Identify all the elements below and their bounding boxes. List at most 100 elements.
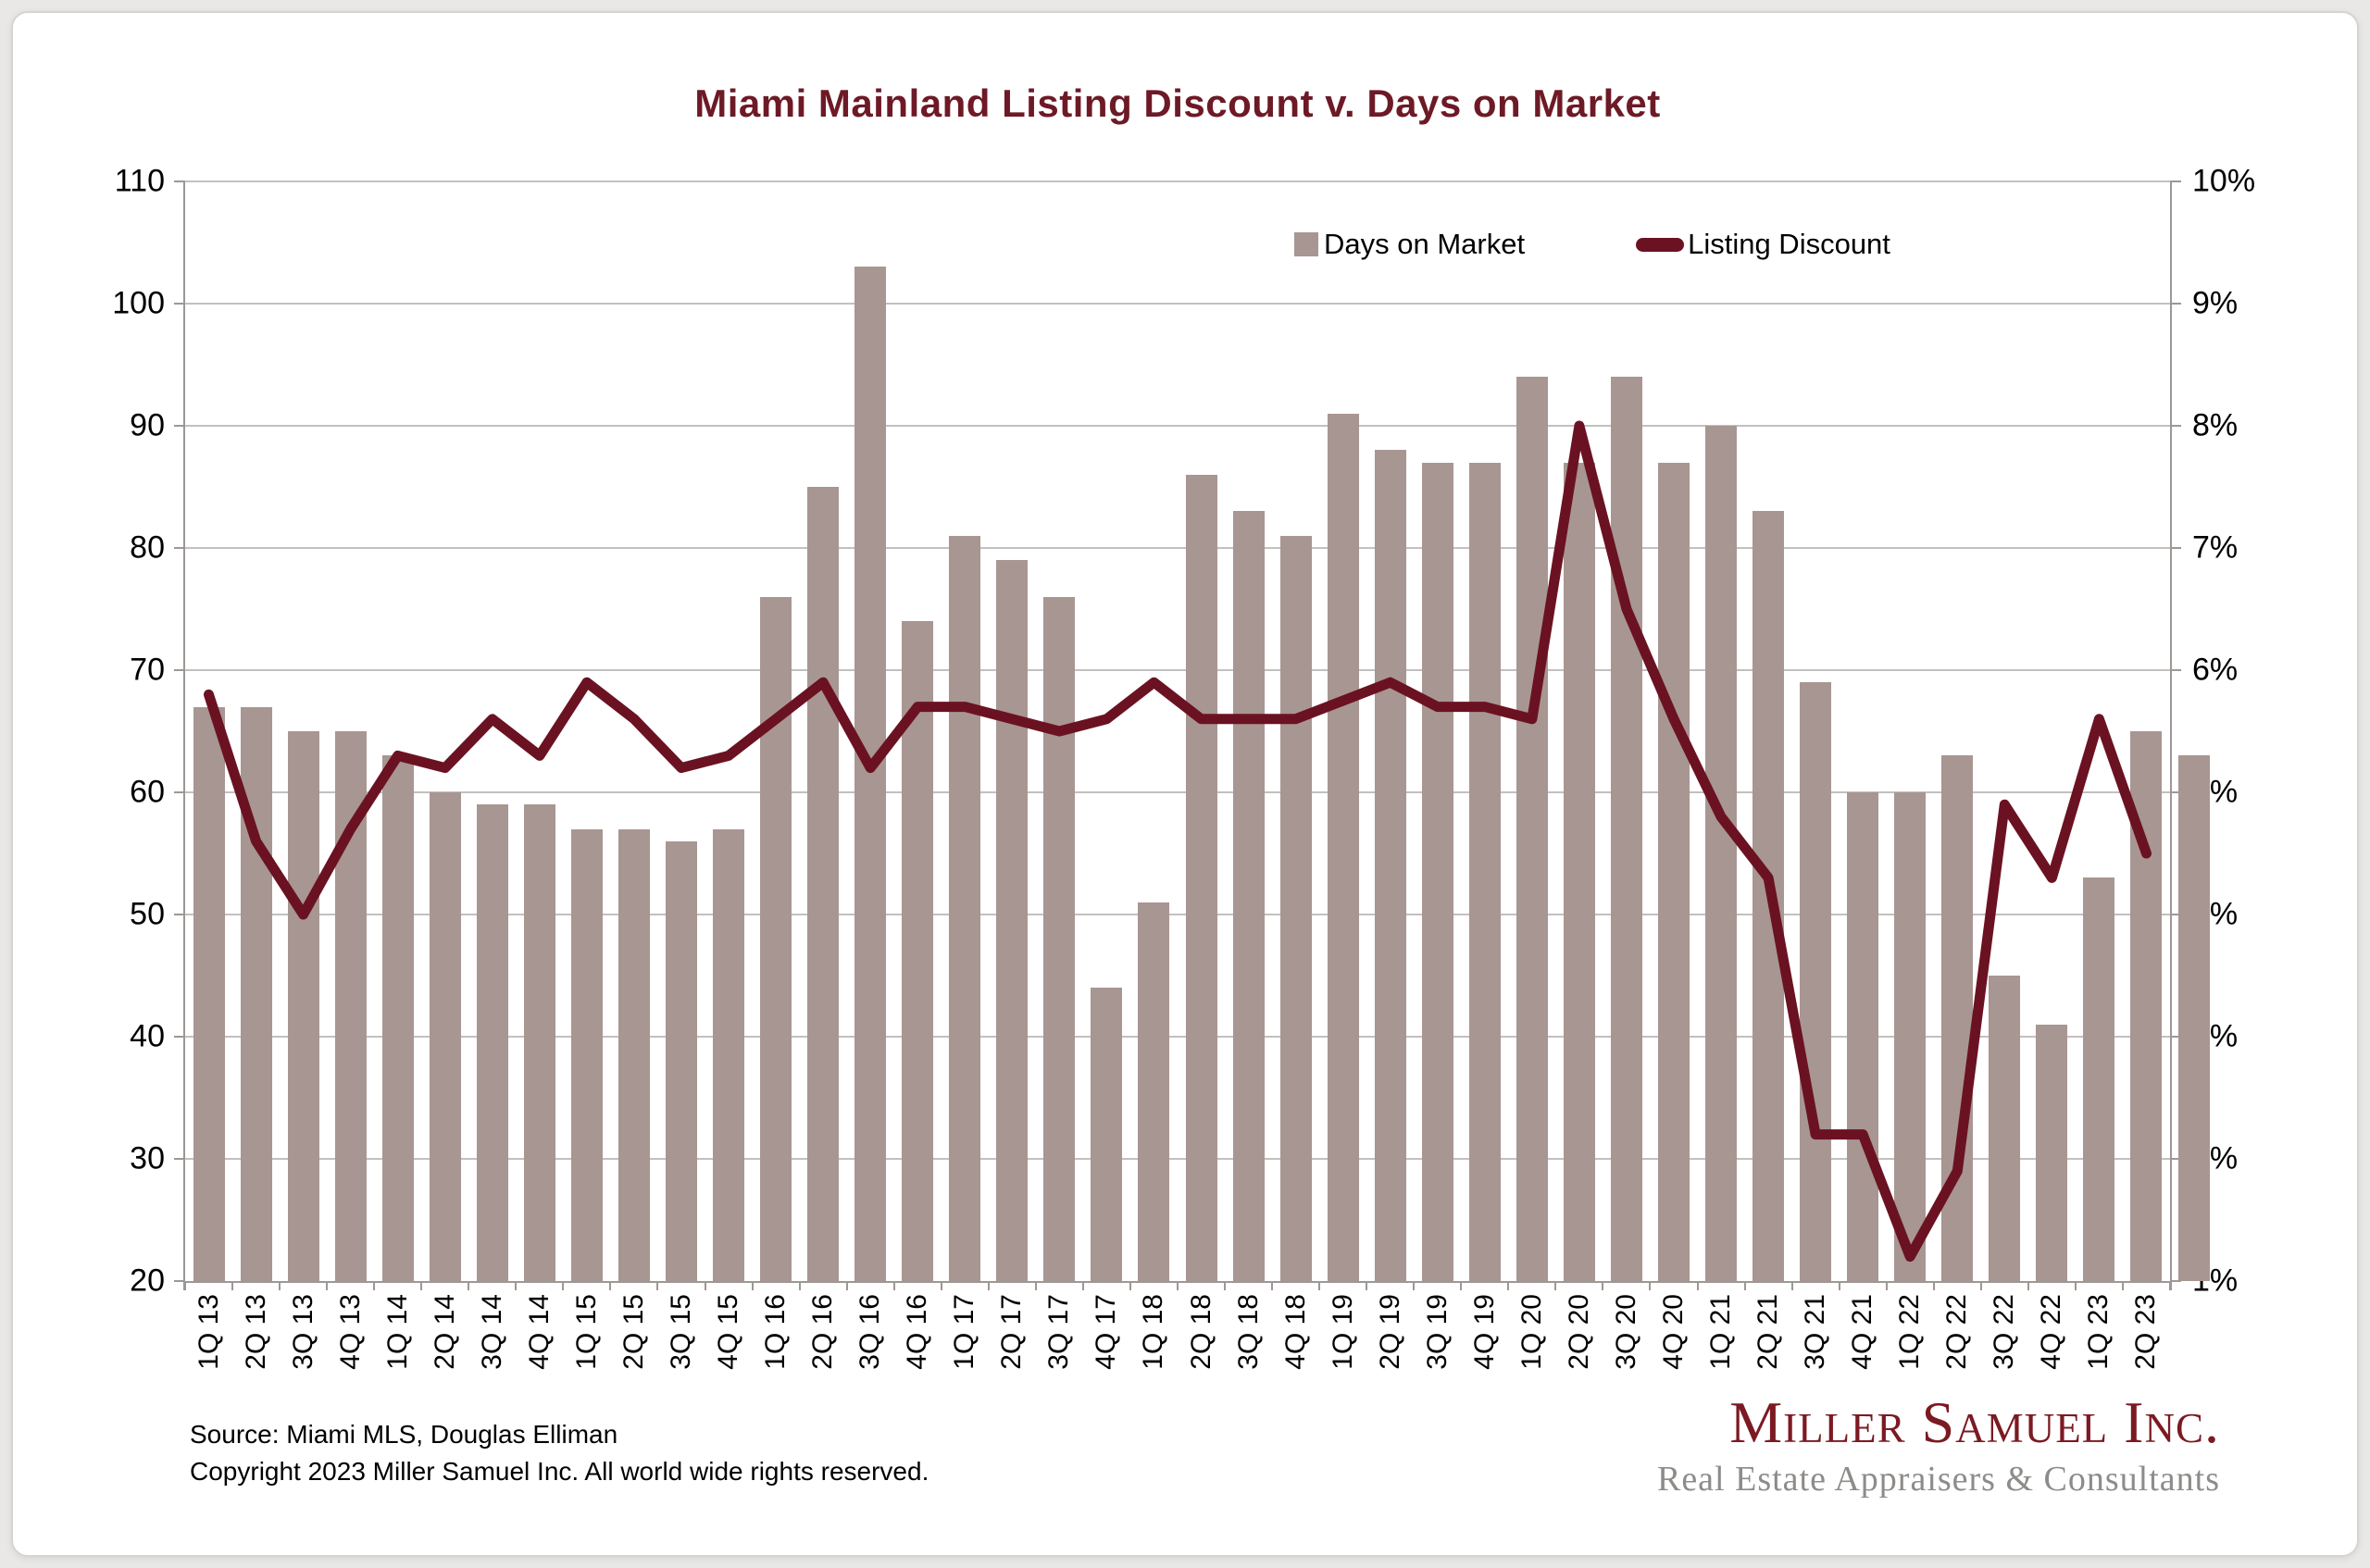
gridline (185, 1158, 2170, 1160)
y-axis-tick-left (174, 425, 185, 427)
x-axis-tick (1885, 1281, 1888, 1290)
bar-days-on-market (2036, 1024, 2068, 1281)
gridline (185, 669, 2170, 671)
y-axis-tick-left (174, 1036, 185, 1038)
bar-days-on-market (713, 828, 745, 1281)
bar-days-on-market (1989, 976, 2021, 1281)
x-axis-tick (1602, 1281, 1604, 1290)
bar-days-on-market (2177, 755, 2210, 1281)
y-axis-tick-left (174, 547, 185, 549)
x-axis-tick (1129, 1281, 1131, 1290)
bar-days-on-market (1516, 377, 1548, 1281)
y-axis-label-left: 80 (130, 529, 165, 566)
y-axis-tick-left (174, 914, 185, 915)
x-axis-tick (1413, 1281, 1416, 1290)
x-axis-tick (656, 1281, 659, 1290)
x-axis-tick (2121, 1281, 2124, 1290)
legend: Days on Market Listing Discount (1294, 228, 1890, 261)
bar-days-on-market (1327, 413, 1359, 1281)
x-axis-tick (373, 1281, 376, 1290)
y-axis-line-right (2170, 181, 2172, 1290)
x-axis-tick (1224, 1281, 1227, 1290)
bar-days-on-market (1610, 377, 1642, 1281)
y-axis-tick-left (174, 669, 185, 671)
x-axis-tick (1177, 1281, 1179, 1290)
x-axis-tick (987, 1281, 990, 1290)
x-axis-tick (1743, 1281, 1746, 1290)
x-axis-tick (798, 1281, 801, 1290)
bar-days-on-market (854, 267, 887, 1281)
bar-days-on-market (1705, 426, 1738, 1281)
legend-item-days-on-market: Days on Market (1294, 228, 1525, 261)
x-axis-tick (940, 1281, 942, 1290)
x-axis-tick (326, 1281, 329, 1290)
x-axis-tick (1460, 1281, 1463, 1290)
miller-samuel-logo: Miller Samuel Inc. Real Estate Appraiser… (1657, 1388, 2220, 1500)
x-axis-tick (2169, 1281, 2171, 1290)
y-axis-tick-right (2170, 791, 2181, 793)
x-axis-tick (609, 1281, 612, 1290)
y-axis-tick-right (2170, 425, 2181, 427)
bar-days-on-market (287, 731, 319, 1281)
bar-days-on-market (1421, 462, 1453, 1281)
y-axis-label-left: 60 (130, 774, 165, 810)
y-axis-line-left (183, 181, 185, 1290)
gridline (185, 425, 2170, 427)
bar-days-on-market (1658, 462, 1690, 1281)
x-axis-tick (420, 1281, 423, 1290)
x-axis-tick (845, 1281, 848, 1290)
bar-days-on-market (1894, 792, 1927, 1281)
gridline (185, 1036, 2170, 1038)
legend-label-listing-discount: Listing Discount (1688, 228, 1890, 260)
y-axis-label-left: 30 (130, 1140, 165, 1176)
bar-days-on-market (570, 828, 603, 1281)
legend-line-swatch-icon (1636, 237, 1685, 252)
copyright-text: Copyright 2023 Miller Samuel Inc. All wo… (190, 1457, 929, 1486)
x-axis-tick (1790, 1281, 1793, 1290)
y-axis-label-left: 110 (114, 163, 165, 199)
bar-days-on-market (1563, 462, 1595, 1281)
x-axis-tick (1696, 1281, 1699, 1290)
y-axis-tick-right (2170, 669, 2181, 671)
y-axis-label-left: 70 (130, 652, 165, 688)
bar-days-on-market (996, 560, 1029, 1281)
bar-days-on-market (381, 755, 414, 1281)
legend-label-days-on-market: Days on Market (1324, 228, 1526, 260)
logo-tagline: Real Estate Appraisers & Consultants (1656, 1460, 2220, 1499)
bar-days-on-market (1138, 902, 1170, 1281)
bar-days-on-market (1468, 462, 1501, 1281)
y-axis-tick-left (174, 1280, 185, 1282)
y-axis-tick-right (2170, 1158, 2181, 1160)
x-axis-tick (468, 1281, 470, 1290)
y-axis-tick-left (174, 180, 185, 182)
x-axis-tick (1979, 1281, 1982, 1290)
y-axis-tick-right (2170, 547, 2181, 549)
y-axis-label-right: 7% (2192, 529, 2239, 566)
bar-days-on-market (1847, 792, 1879, 1281)
y-axis-tick-left (174, 1158, 185, 1160)
gridline (185, 914, 2170, 915)
x-axis-tick (1507, 1281, 1510, 1290)
x-axis-tick (184, 1281, 186, 1290)
y-axis-tick-left (174, 791, 185, 793)
x-axis-tick (1271, 1281, 1274, 1290)
bar-days-on-market (1279, 535, 1312, 1281)
bar-days-on-market (429, 792, 461, 1281)
y-axis-label-left: 50 (130, 896, 165, 932)
x-axis-tick (1554, 1281, 1557, 1290)
gridline (185, 547, 2170, 549)
bar-days-on-market (949, 535, 981, 1281)
bar-days-on-market (1043, 596, 1076, 1281)
y-axis-label-left: 100 (112, 285, 165, 321)
logo-name: Miller Samuel Inc. (1729, 1389, 2220, 1455)
x-axis-tick (1318, 1281, 1321, 1290)
x-axis-tick (515, 1281, 518, 1290)
x-axis-tick (1932, 1281, 1935, 1290)
chart-title: Miami Mainland Listing Discount v. Days … (694, 81, 1661, 125)
x-axis-tick (562, 1281, 565, 1290)
x-axis-tick (1649, 1281, 1652, 1290)
legend-item-listing-discount: Listing Discount (1636, 228, 1890, 261)
bar-days-on-market (193, 706, 225, 1281)
bar-days-on-market (807, 487, 840, 1281)
